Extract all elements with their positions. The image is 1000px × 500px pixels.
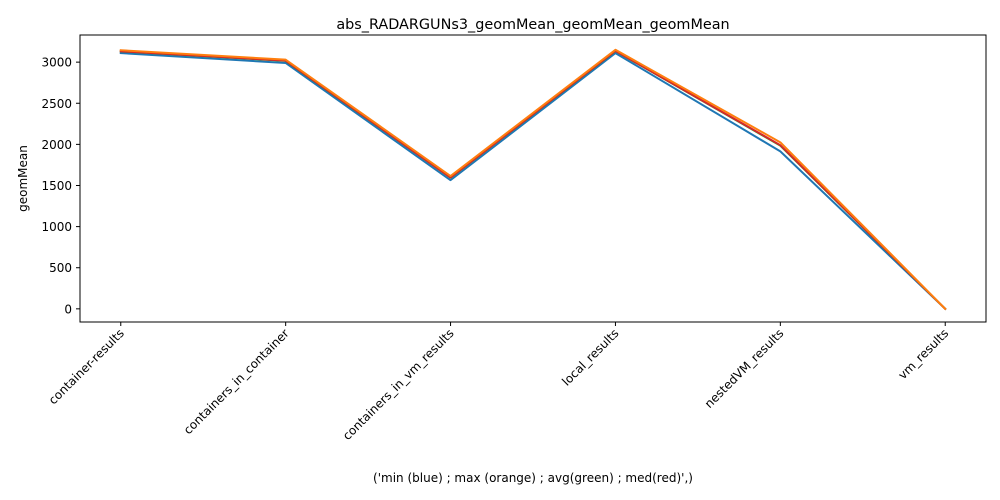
x-tick-label: container-results — [46, 326, 127, 407]
y-tick-label: 3000 — [41, 56, 72, 70]
y-tick-label: 0 — [64, 302, 72, 316]
plot-lines — [119, 48, 947, 311]
plot-frame — [79, 34, 987, 323]
x-tick-label: vm_results — [895, 326, 951, 382]
y-axis-label: geomMean — [16, 145, 30, 212]
y-tick-label: 1500 — [41, 179, 72, 193]
series-line-med — [119, 49, 947, 311]
y-tick-label: 1000 — [41, 220, 72, 234]
x-axis: container-results containers_in_container… — [46, 322, 951, 443]
x-tick-label: local_results — [559, 326, 621, 388]
x-tick-label: containers_in_vm_results — [340, 326, 457, 443]
y-tick-label: 2000 — [41, 138, 72, 152]
series-line-avg — [119, 50, 947, 311]
x-axis-label: ('min (blue) ; max (orange) ; avg(green)… — [373, 471, 693, 485]
x-tick-label: containers_in_container — [181, 326, 292, 437]
y-axis: 0 500 1000 1500 2000 2500 3000 — [41, 56, 80, 316]
series-line-min — [119, 52, 947, 311]
y-tick-label: 2500 — [41, 97, 72, 111]
series-line-max — [119, 48, 947, 311]
x-tick-label: nestedVM_results — [702, 326, 787, 411]
y-tick-label: 500 — [49, 261, 72, 275]
chart-title: abs_RADARGUNs3_geomMean_geomMean_geomMea… — [336, 17, 729, 33]
